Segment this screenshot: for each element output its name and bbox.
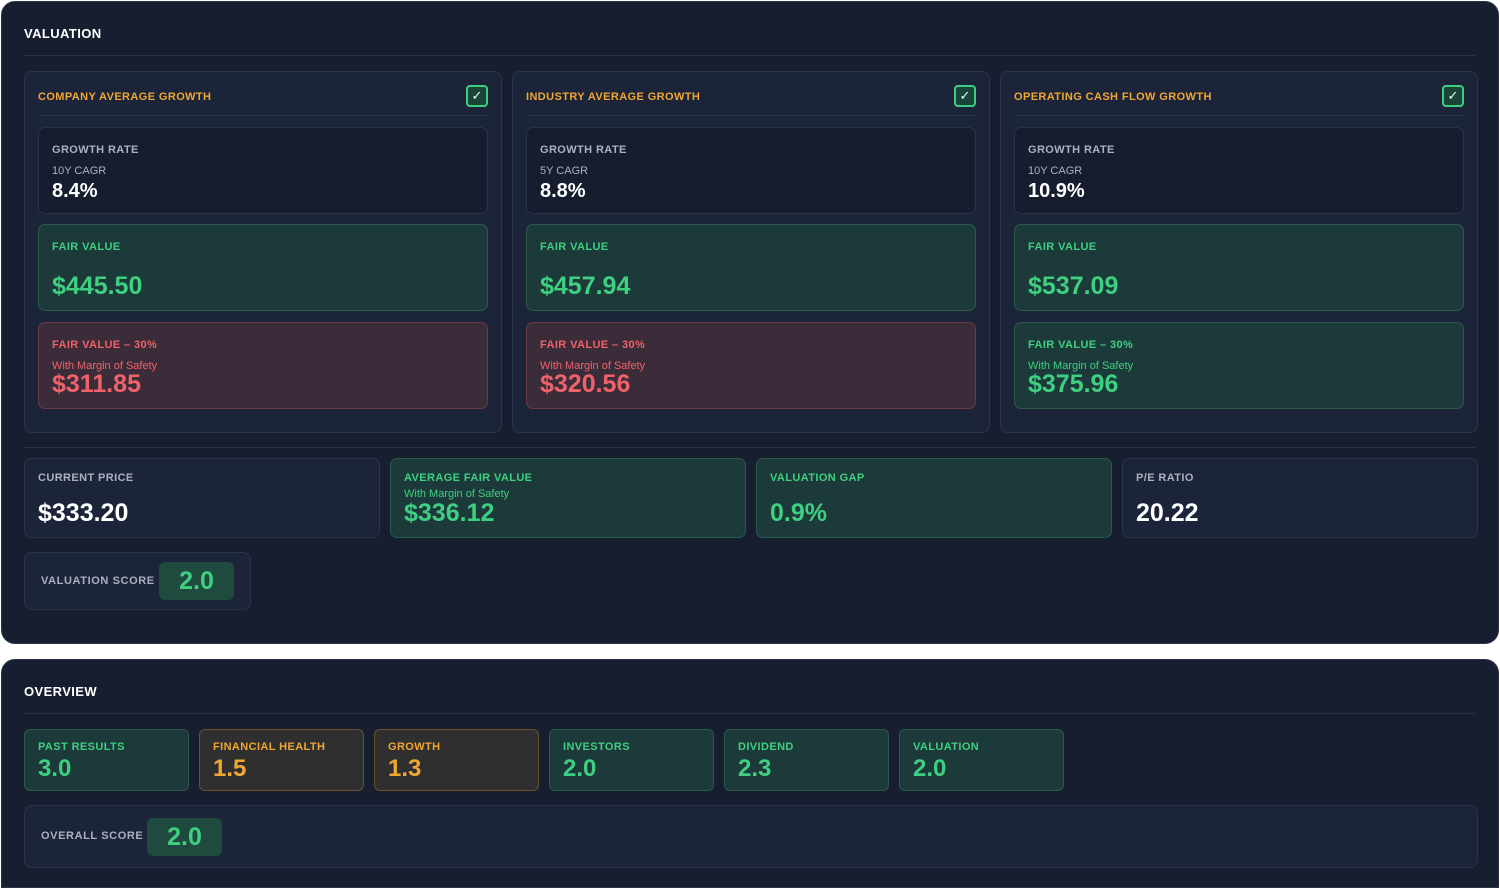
growth-rate-value: 8.4% bbox=[52, 180, 98, 202]
pe-ratio-value: 20.22 bbox=[1136, 499, 1199, 527]
overview-tile-value: 1.3 bbox=[388, 755, 422, 782]
valuation-gap-card: VALUATION GAP 0.9% bbox=[756, 458, 1112, 538]
valuation-gap-label: VALUATION GAP bbox=[770, 472, 865, 484]
method-card-industry-growth: INDUSTRY AVERAGE GROWTH ✓ GROWTH RATE 5Y… bbox=[512, 71, 990, 433]
valuation-score-badge: 2.0 bbox=[159, 562, 234, 600]
overview-tile-past-results: PAST RESULTS 3.0 bbox=[24, 729, 189, 791]
valuation-title: VALUATION bbox=[24, 26, 102, 41]
overview-tile-label: PAST RESULTS bbox=[38, 741, 125, 753]
valuation-gap-value: 0.9% bbox=[770, 499, 827, 527]
overview-tile-value: 2.3 bbox=[738, 755, 772, 782]
fair-value-label: FAIR VALUE bbox=[540, 241, 609, 253]
method-title: INDUSTRY AVERAGE GROWTH bbox=[526, 91, 701, 103]
fair-value-label: FAIR VALUE bbox=[52, 241, 121, 253]
current-price-value: $333.20 bbox=[38, 499, 129, 527]
overview-tile-label: GROWTH bbox=[388, 741, 441, 753]
fair-value-value: $537.09 bbox=[1028, 272, 1119, 300]
margin-of-safety-label: FAIR VALUE – 30% bbox=[1028, 339, 1134, 351]
margin-of-safety-note: With Margin of Safety bbox=[540, 360, 646, 372]
growth-period: 10Y CAGR bbox=[1028, 165, 1083, 177]
overview-tile-growth: GROWTH 1.3 bbox=[374, 729, 539, 791]
overview-tile-value: 2.0 bbox=[913, 755, 947, 782]
fair-value-label: FAIR VALUE bbox=[1028, 241, 1097, 253]
overview-tile-label: DIVIDEND bbox=[738, 741, 794, 753]
overall-score-card: OVERALL SCORE 2.0 bbox=[24, 805, 1478, 868]
checkmark-icon[interactable]: ✓ bbox=[466, 85, 488, 107]
method-divider bbox=[526, 115, 976, 116]
fair-value-box: FAIR VALUE $537.09 bbox=[1014, 224, 1464, 311]
margin-of-safety-note: With Margin of Safety bbox=[52, 360, 158, 372]
overview-tile-label: INVESTORS bbox=[563, 741, 630, 753]
margin-of-safety-value: $311.85 bbox=[52, 370, 141, 398]
growth-rate-box: GROWTH RATE 10Y CAGR 10.9% bbox=[1014, 127, 1464, 214]
valuation-title-divider bbox=[24, 55, 1476, 56]
margin-of-safety-box: FAIR VALUE – 30% With Margin of Safety $… bbox=[1014, 322, 1464, 409]
overview-tile-valuation: VALUATION 2.0 bbox=[899, 729, 1064, 791]
margin-of-safety-value: $375.96 bbox=[1028, 370, 1119, 398]
overview-tile-value: 1.5 bbox=[213, 755, 247, 782]
pe-ratio-card: P/E RATIO 20.22 bbox=[1122, 458, 1478, 538]
margin-of-safety-label: FAIR VALUE – 30% bbox=[540, 339, 646, 351]
fair-value-value: $445.50 bbox=[52, 272, 143, 300]
average-fair-value-card: AVERAGE FAIR VALUE With Margin of Safety… bbox=[390, 458, 746, 538]
average-fair-value-value: $336.12 bbox=[404, 499, 495, 527]
overview-tile-financial-health: FINANCIAL HEALTH 1.5 bbox=[199, 729, 364, 791]
fair-value-value: $457.94 bbox=[540, 272, 631, 300]
fair-value-box: FAIR VALUE $445.50 bbox=[38, 224, 488, 311]
method-title: COMPANY AVERAGE GROWTH bbox=[38, 91, 212, 103]
checkmark-icon[interactable]: ✓ bbox=[954, 85, 976, 107]
overview-tile-label: FINANCIAL HEALTH bbox=[213, 741, 326, 753]
overall-score-label: OVERALL SCORE bbox=[41, 830, 144, 842]
overview-tile-dividend: DIVIDEND 2.3 bbox=[724, 729, 889, 791]
average-fair-value-note: With Margin of Safety bbox=[404, 488, 510, 500]
overview-title-divider bbox=[24, 713, 1476, 714]
overview-tile-label: VALUATION bbox=[913, 741, 980, 753]
valuation-score-card: VALUATION SCORE 2.0 bbox=[24, 552, 251, 610]
method-card-company-growth: COMPANY AVERAGE GROWTH ✓ GROWTH RATE 10Y… bbox=[24, 71, 502, 433]
pe-ratio-label: P/E RATIO bbox=[1136, 472, 1194, 484]
overview-title: OVERVIEW bbox=[24, 684, 98, 699]
valuation-panel: VALUATION COMPANY AVERAGE GROWTH ✓ GROWT… bbox=[1, 1, 1499, 644]
margin-of-safety-note: With Margin of Safety bbox=[1028, 360, 1134, 372]
average-fair-value-label: AVERAGE FAIR VALUE bbox=[404, 472, 533, 484]
growth-period: 5Y CAGR bbox=[540, 165, 589, 177]
overview-tile-investors: INVESTORS 2.0 bbox=[549, 729, 714, 791]
growth-rate-value: 10.9% bbox=[1028, 180, 1085, 202]
current-price-label: CURRENT PRICE bbox=[38, 472, 134, 484]
growth-rate-value: 8.8% bbox=[540, 180, 586, 202]
growth-rate-box: GROWTH RATE 5Y CAGR 8.8% bbox=[526, 127, 976, 214]
fair-value-box: FAIR VALUE $457.94 bbox=[526, 224, 976, 311]
margin-of-safety-value: $320.56 bbox=[540, 370, 631, 398]
metrics-divider bbox=[24, 447, 1476, 448]
growth-rate-box: GROWTH RATE 10Y CAGR 8.4% bbox=[38, 127, 488, 214]
overview-tile-value: 2.0 bbox=[563, 755, 597, 782]
method-divider bbox=[38, 115, 488, 116]
growth-period: 10Y CAGR bbox=[52, 165, 107, 177]
growth-rate-label: GROWTH RATE bbox=[1028, 144, 1115, 156]
margin-of-safety-box: FAIR VALUE – 30% With Margin of Safety $… bbox=[526, 322, 976, 409]
checkmark-icon[interactable]: ✓ bbox=[1442, 85, 1464, 107]
current-price-card: CURRENT PRICE $333.20 bbox=[24, 458, 380, 538]
margin-of-safety-box: FAIR VALUE – 30% With Margin of Safety $… bbox=[38, 322, 488, 409]
growth-rate-label: GROWTH RATE bbox=[540, 144, 627, 156]
method-title: OPERATING CASH FLOW GROWTH bbox=[1014, 91, 1212, 103]
valuation-score-label: VALUATION SCORE bbox=[41, 575, 155, 587]
margin-of-safety-label: FAIR VALUE – 30% bbox=[52, 339, 158, 351]
method-card-ocf-growth: OPERATING CASH FLOW GROWTH ✓ GROWTH RATE… bbox=[1000, 71, 1478, 433]
method-divider bbox=[1014, 115, 1464, 116]
growth-rate-label: GROWTH RATE bbox=[52, 144, 139, 156]
overview-panel: OVERVIEW PAST RESULTS 3.0 FINANCIAL HEAL… bbox=[1, 659, 1499, 888]
overall-score-badge: 2.0 bbox=[147, 818, 222, 856]
overview-tile-value: 3.0 bbox=[38, 755, 72, 782]
